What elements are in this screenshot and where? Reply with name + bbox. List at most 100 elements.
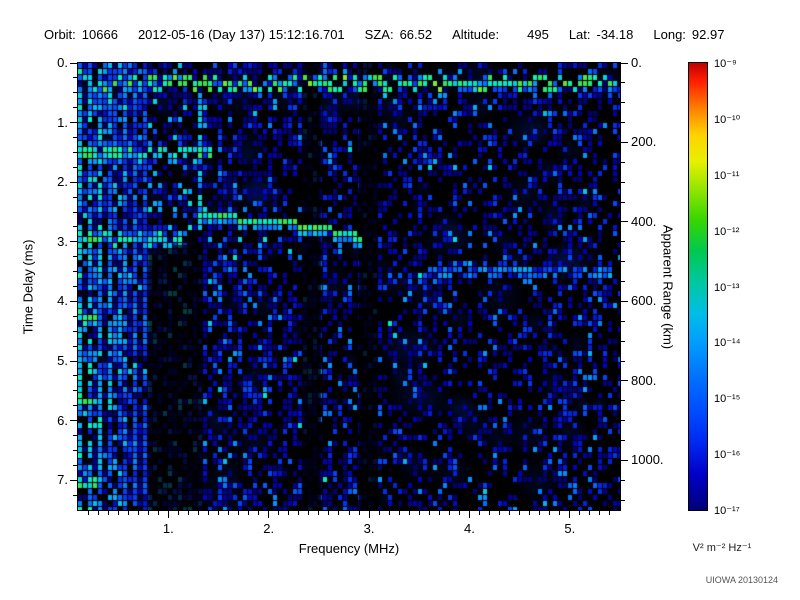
- axis-tick: [127, 511, 129, 515]
- axis-tick: [621, 102, 625, 104]
- axis-tick: [448, 511, 450, 515]
- axis-tick: [238, 511, 240, 515]
- axis-tick: [621, 82, 625, 84]
- axis-tick: [73, 375, 77, 377]
- header-info: Orbit: 10666 2012-05-16 (Day 137) 15:12:…: [44, 27, 724, 42]
- range-tick-label: 1000.: [631, 452, 664, 468]
- axis-tick: [73, 151, 77, 153]
- axis-tick: [458, 511, 460, 515]
- header-datetime-value: 2012-05-16 (Day 137) 15:12:16.701: [137, 27, 345, 42]
- axis-tick: [368, 511, 370, 518]
- axis-tick: [73, 196, 77, 198]
- axis-tick: [621, 439, 625, 441]
- axis-tick: [539, 511, 541, 515]
- axis-tick: [73, 330, 77, 332]
- axis-tick: [73, 211, 77, 213]
- axis-tick: [73, 137, 77, 138]
- y-tick-label: 1.: [57, 114, 68, 130]
- axis-tick: [207, 511, 209, 515]
- axis-tick: [621, 201, 625, 203]
- header-latitude: Lat: -34.18: [569, 27, 634, 42]
- axis-tick: [569, 511, 571, 518]
- header-altitude: Altitude: 495: [452, 27, 549, 42]
- axis-tick: [73, 286, 77, 287]
- axis-tick: [177, 511, 179, 515]
- spectrogram-plot: [77, 62, 621, 511]
- credit-text: UIOWA 20130124: [705, 575, 778, 585]
- axis-tick: [509, 511, 511, 515]
- colorbar-tick-label: 10⁻¹⁷: [714, 505, 740, 517]
- axis-tick: [489, 511, 491, 515]
- axis-tick: [621, 261, 625, 263]
- header-orbit: Orbit: 10666: [44, 27, 118, 42]
- spectrogram-canvas: [78, 63, 620, 510]
- axis-tick: [621, 221, 628, 223]
- axis-tick: [318, 511, 320, 515]
- axis-tick: [621, 499, 625, 501]
- x-tick-label: 3.: [363, 521, 375, 536]
- header-datetime: 2012-05-16 (Day 137) 15:12:16.701: [138, 27, 345, 42]
- axis-tick: [70, 479, 77, 481]
- axis-tick: [73, 77, 77, 79]
- axis-tick: [599, 511, 601, 515]
- colorbar-tick-label: 10⁻¹⁴: [714, 337, 741, 350]
- axis-tick: [338, 511, 340, 515]
- header-altitude-label: Altitude:: [452, 27, 500, 42]
- header-orbit-label: Orbit:: [44, 27, 76, 42]
- axis-tick: [621, 241, 625, 243]
- axis-tick: [73, 92, 77, 94]
- axis-tick: [621, 400, 625, 402]
- y-tick-label: 5.: [57, 353, 68, 368]
- axis-tick: [87, 511, 89, 515]
- axis-tick: [248, 511, 250, 515]
- axis-tick: [70, 62, 77, 64]
- range-tick-label: 200.: [631, 134, 657, 150]
- colorbar-tick-label: 10⁻¹²: [714, 225, 740, 238]
- y-tick-label: 0.: [57, 55, 68, 70]
- axis-tick: [621, 320, 625, 322]
- axis-tick: [137, 511, 139, 515]
- x-tick-label: 1.: [162, 521, 174, 536]
- axis-tick: [73, 464, 77, 466]
- range-tick-label: 600.: [631, 293, 657, 309]
- y-tick-label: 2.: [57, 174, 68, 190]
- axis-tick: [167, 511, 169, 518]
- axis-tick: [438, 511, 440, 515]
- axis-tick: [468, 511, 470, 518]
- axis-tick: [529, 511, 531, 515]
- axis-tick: [418, 511, 420, 515]
- axis-tick: [621, 62, 628, 64]
- axis-tick: [73, 345, 77, 347]
- header-sza-value: 66.52: [399, 27, 433, 42]
- axis-tick: [73, 107, 77, 109]
- x-tick-label: 4.: [464, 521, 475, 536]
- axis-tick: [73, 405, 77, 407]
- axis-tick: [621, 300, 628, 302]
- axis-tick: [70, 300, 77, 302]
- axis-tick: [70, 420, 77, 422]
- axis-tick: [117, 511, 119, 515]
- axis-tick: [70, 181, 77, 183]
- axis-tick: [609, 511, 611, 515]
- y-tick-label: 4.: [57, 293, 68, 309]
- axis-tick: [73, 315, 77, 317]
- header-latitude-label: Lat:: [568, 27, 591, 42]
- axis-tick: [621, 122, 625, 124]
- axis-tick: [218, 511, 220, 515]
- axis-tick: [478, 511, 480, 515]
- axis-tick: [73, 166, 77, 168]
- axis-tick: [70, 241, 77, 243]
- colorbar: [688, 62, 708, 511]
- axis-tick: [621, 420, 625, 422]
- header-sza-label: SZA:: [364, 27, 394, 42]
- header-longitude-value: 92.97: [691, 27, 725, 42]
- axis-tick: [621, 479, 625, 481]
- axis-tick: [73, 390, 77, 392]
- axis-tick: [328, 511, 330, 515]
- colorbar-tick-label: 10⁻¹⁵: [714, 393, 741, 406]
- axis-tick: [358, 511, 360, 515]
- axis-tick: [187, 511, 189, 515]
- axis-tick: [398, 511, 400, 515]
- left-axis-title: Time Delay (ms): [20, 239, 36, 335]
- axis-tick: [97, 511, 99, 515]
